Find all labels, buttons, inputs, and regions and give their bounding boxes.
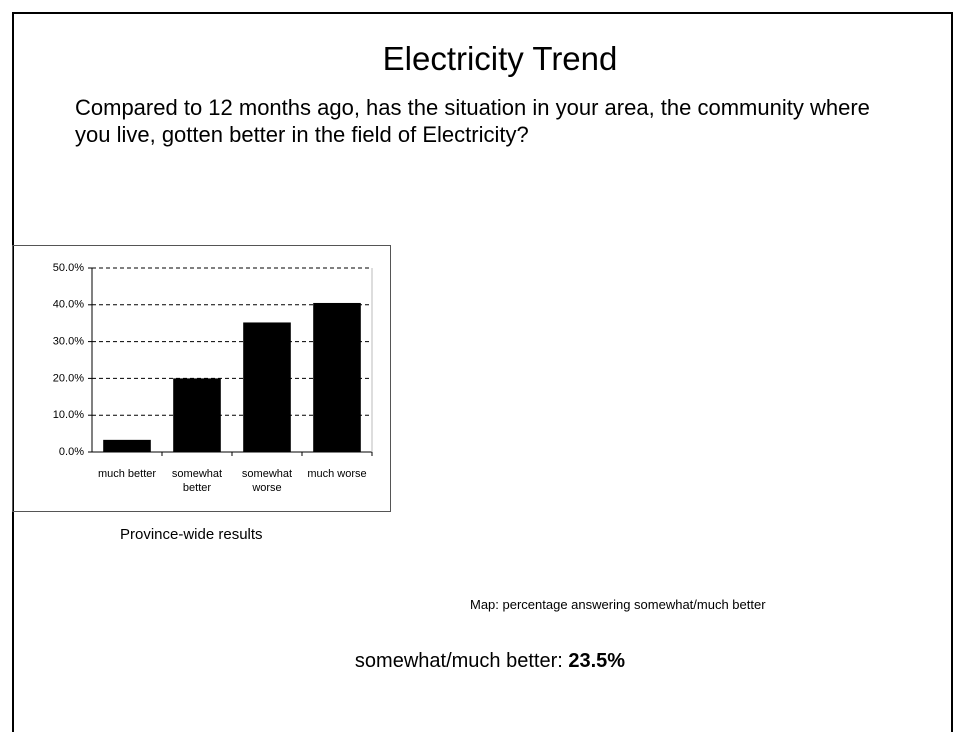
bar (173, 378, 221, 452)
bar (243, 322, 291, 452)
x-tick-label: much worse (307, 468, 367, 480)
x-tick-label: somewhat worse (241, 468, 293, 494)
y-tick-label: 40.0% (53, 299, 84, 311)
y-tick-label: 20.0% (53, 372, 84, 384)
y-tick-label: 30.0% (53, 336, 84, 348)
x-tick-label: somewhat better (171, 468, 223, 494)
slide-title: Electricity Trend (382, 40, 618, 77)
y-tick-label: 10.0% (53, 409, 84, 421)
map-note: Map: percentage answering somewhat/much … (470, 597, 766, 612)
bar (103, 439, 151, 452)
bar (313, 302, 361, 452)
y-tick-label: 0.0% (59, 446, 84, 458)
chart-caption: Province-wide results (120, 526, 263, 543)
summary-value: 23.5% (568, 650, 626, 672)
chart-box (12, 245, 391, 512)
summary-label: somewhat/much better: (354, 650, 563, 672)
summary: somewhat/much better: 23.5% (0, 650, 961, 673)
question: Compared to 12 months ago, has the situa… (75, 95, 870, 147)
slide-frame (12, 12, 953, 732)
y-tick-label: 50.0% (53, 262, 84, 274)
x-tick-label: much better (97, 468, 157, 480)
